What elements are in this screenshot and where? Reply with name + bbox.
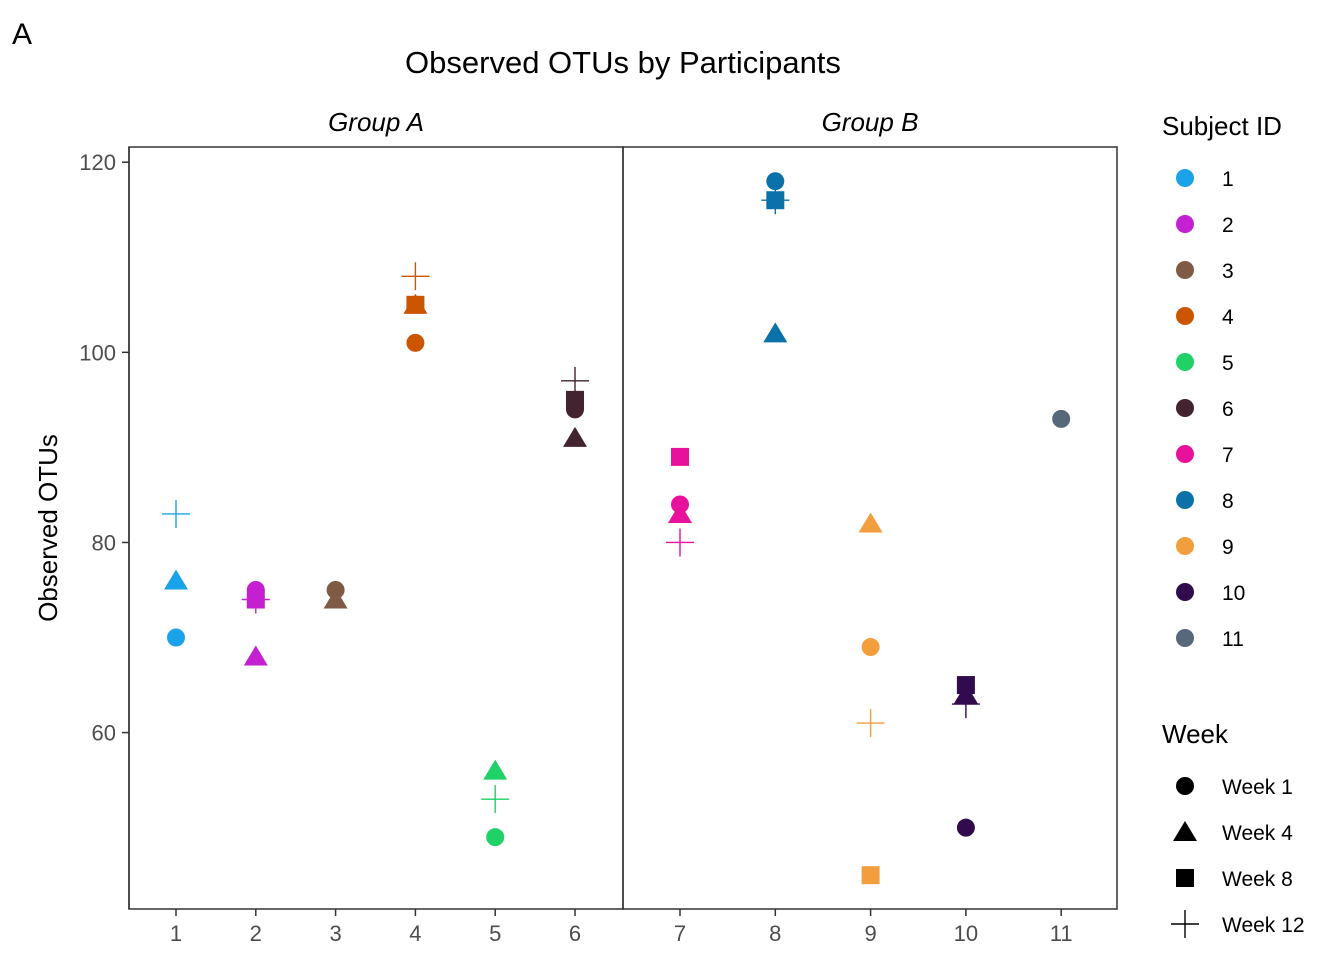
legend-label-subject-4: 4 (1222, 306, 1234, 329)
legend-subject-id: Subject ID 1 2 3 4 5 6 7 8 9 10 11 (1162, 111, 1282, 651)
legend-label-subject-7: 7 (1222, 444, 1234, 467)
legend-key-week-8 (1176, 869, 1194, 887)
point-subject-5-week-1 (486, 828, 505, 847)
legend-label-week-1: Week 1 (1222, 776, 1293, 799)
point-subject-6-week-12 (561, 366, 589, 395)
legend-key-subject-10 (1176, 583, 1194, 601)
point-subject-4-week-12 (401, 262, 430, 291)
x-tick-label: 9 (864, 921, 876, 946)
legend-label-week-4: Week 4 (1222, 822, 1293, 845)
point-subject-3-week-4 (323, 588, 348, 609)
point-subject-9-week-8 (861, 866, 880, 885)
facet-panel-group-a (128, 146, 624, 910)
legend-key-subject-2 (1176, 215, 1194, 233)
legend-label-subject-6: 6 (1222, 398, 1234, 421)
legend-key-subject-8 (1176, 491, 1194, 509)
point-subject-11-week-1 (1052, 409, 1071, 428)
point-subject-7-week-12 (666, 528, 694, 557)
legend-label-subject-3: 3 (1222, 260, 1234, 283)
point-subject-9-week-4 (858, 512, 883, 533)
point-subject-9-week-12 (856, 709, 885, 738)
point-subject-2-week-12 (241, 585, 270, 614)
legend-key-subject-7 (1176, 445, 1194, 463)
legend-key-subject-9 (1176, 537, 1194, 555)
y-tick-label: 80 (92, 530, 116, 555)
point-subject-5-week-12 (481, 785, 510, 814)
y-tick-label: 60 (92, 721, 116, 746)
legend-key-subject-5 (1176, 353, 1194, 371)
x-tick-label: 6 (569, 921, 581, 946)
x-tick-label: 1 (170, 921, 182, 946)
legend-key-week-1 (1176, 777, 1194, 795)
legend-key-subject-4 (1176, 307, 1194, 325)
x-tick-label: 11 (1050, 921, 1073, 946)
legend-label-subject-11: 11 (1222, 628, 1244, 651)
legend-key-week-12 (1171, 910, 1199, 938)
x-tick-label: 8 (769, 921, 781, 946)
legend-label-subject-10: 10 (1222, 582, 1245, 605)
facet-group-a: Group A (128, 107, 624, 910)
legend-label-week-8: Week 8 (1222, 868, 1293, 891)
point-subject-7-week-4 (668, 502, 692, 523)
x-axis-group-b: 7 8 9 10 11 (674, 909, 1073, 946)
point-subject-7-week-8 (671, 447, 689, 466)
y-tick-label: 100 (79, 340, 116, 365)
x-axis-group-a: 1 2 3 4 5 6 (170, 909, 581, 946)
chart-title: Observed OTUs by Participants (405, 45, 841, 80)
legend-label-subject-2: 2 (1222, 214, 1234, 237)
legend-week: Week Week 1 Week 4 Week 8 Week 12 (1162, 719, 1305, 938)
legend-key-subject-6 (1176, 399, 1194, 417)
x-tick-label: 7 (674, 921, 686, 946)
point-subject-10-week-8 (956, 676, 975, 695)
point-subject-8-week-1 (766, 172, 785, 191)
legend-key-subject-3 (1176, 261, 1194, 279)
point-subject-5-week-4 (483, 759, 508, 780)
point-subject-4-week-1 (406, 333, 425, 352)
point-subject-10-week-12 (951, 690, 980, 719)
legend-label-subject-8: 8 (1222, 490, 1234, 513)
point-subject-1-week-1 (167, 628, 185, 647)
point-subject-1-week-4 (164, 569, 188, 590)
panel-tag: A (12, 18, 32, 51)
point-subject-2-week-4 (243, 645, 268, 666)
legend-label-week-12: Week 12 (1222, 914, 1305, 937)
y-axis-label: Observed OTUs (33, 434, 63, 622)
legend-label-subject-1: 1 (1222, 168, 1234, 191)
data-points (162, 172, 1071, 885)
point-subject-1-week-12 (162, 499, 190, 528)
point-subject-9-week-1 (861, 638, 880, 657)
facet-label-group-b: Group B (822, 107, 919, 137)
x-tick-label: 3 (329, 921, 341, 946)
legend-week-title: Week (1162, 719, 1229, 749)
x-tick-label: 5 (489, 921, 501, 946)
point-subject-8-week-12 (761, 186, 790, 215)
legend-key-subject-11 (1176, 629, 1194, 647)
y-axis: 60 80 100 120 (79, 147, 130, 909)
point-subject-4-week-8 (406, 295, 425, 314)
point-subject-10-week-1 (956, 818, 975, 837)
y-tick-label: 120 (79, 150, 116, 175)
point-subject-8-week-4 (763, 322, 788, 343)
legend-key-week-4 (1173, 821, 1197, 841)
legend-key-subject-1 (1176, 169, 1194, 187)
facet-group-b: Group B (622, 107, 1118, 910)
legend-label-subject-5: 5 (1222, 352, 1234, 375)
x-tick-label: 4 (409, 921, 421, 946)
point-subject-6-week-8 (566, 390, 584, 409)
facet-label-group-a: Group A (328, 107, 424, 137)
x-tick-label: 2 (250, 921, 262, 946)
legend-label-subject-9: 9 (1222, 536, 1234, 559)
legend-subject-title: Subject ID (1162, 111, 1282, 141)
x-tick-label: 10 (954, 921, 978, 946)
point-subject-6-week-4 (563, 426, 587, 447)
